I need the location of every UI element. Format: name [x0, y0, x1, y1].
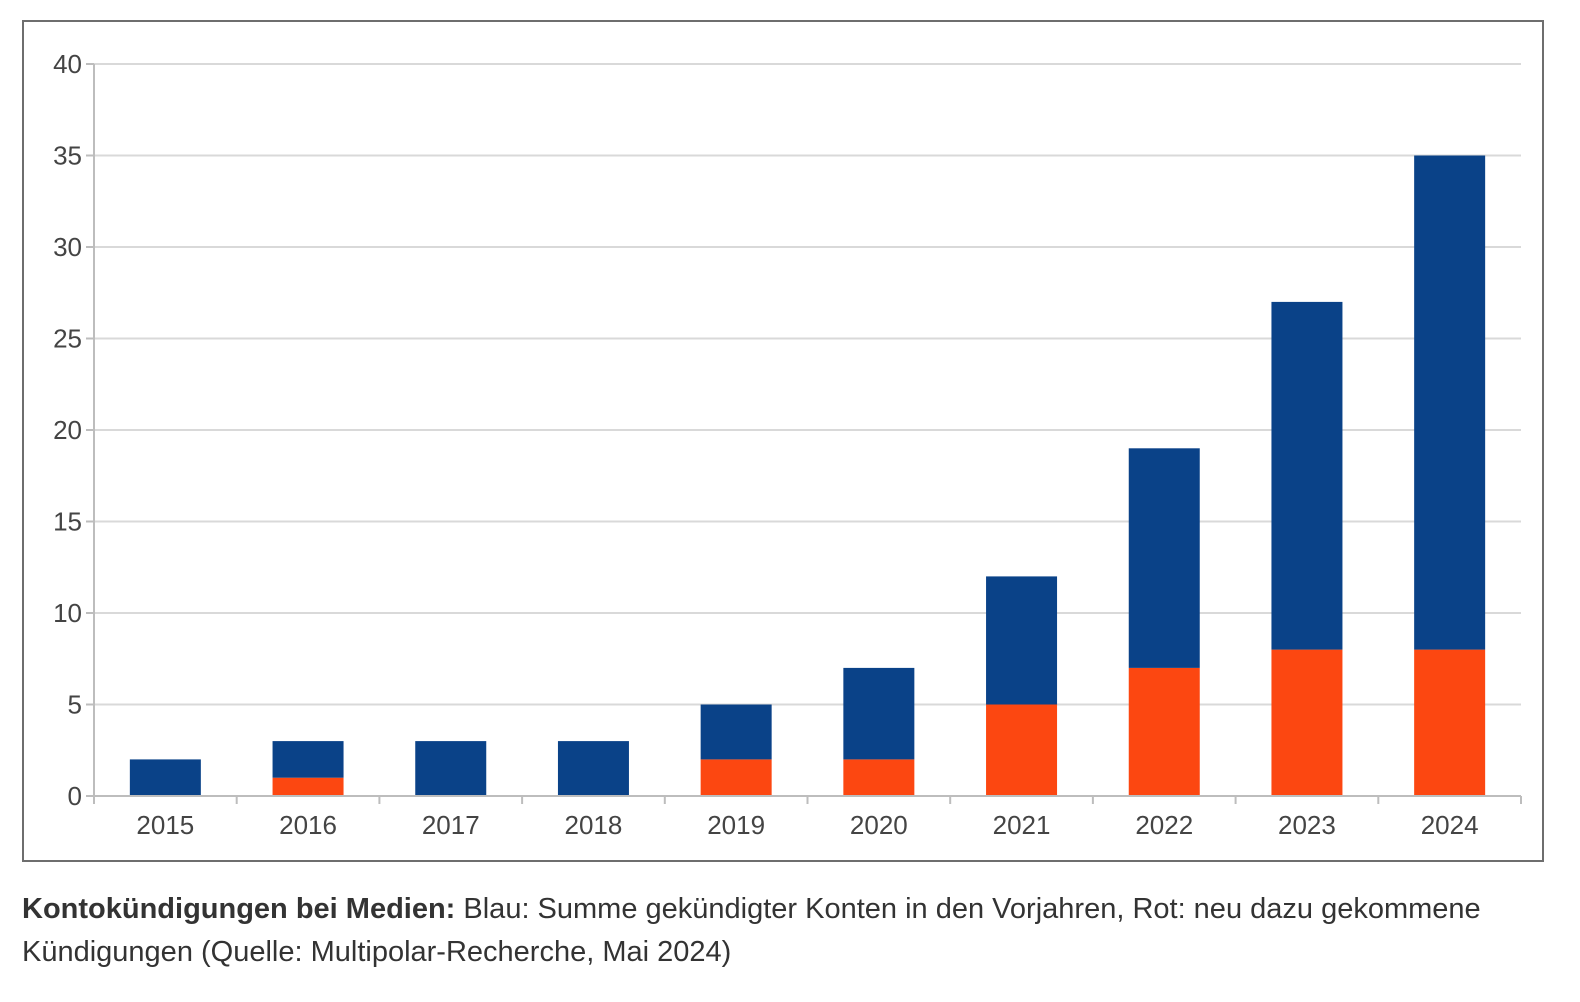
- x-tick-label: 2023: [1278, 810, 1336, 840]
- y-tick-label: 15: [53, 507, 82, 537]
- bar-summe_vorjahre-2024: [1414, 155, 1486, 650]
- y-tick-label: 5: [68, 690, 82, 720]
- bar-neu-2019: [700, 759, 772, 796]
- bar-neu-2023: [1271, 649, 1343, 796]
- x-tick-label: 2022: [1135, 810, 1193, 840]
- bar-summe_vorjahre-2015: [129, 759, 201, 796]
- x-tick-label: 2015: [136, 810, 194, 840]
- bar-summe_vorjahre-2022: [1128, 448, 1200, 668]
- grid-lines: [94, 63, 1521, 797]
- bar-summe_vorjahre-2018: [557, 741, 629, 796]
- bar-summe_vorjahre-2023: [1271, 301, 1343, 650]
- bar-neu-2016: [272, 777, 344, 796]
- bar-summe_vorjahre-2017: [415, 741, 487, 796]
- bar-summe_vorjahre-2021: [986, 576, 1058, 705]
- chart-frame: 0 5 10 15 20 25 30 35 40 2015 2016 2017 2018 2019 202…: [22, 20, 1544, 862]
- figure-caption: Kontokündigungen bei Medien: Blau: Summe…: [22, 888, 1552, 974]
- y-tick-label: 20: [53, 415, 82, 445]
- stacked-bar-chart: 0 5 10 15 20 25 30 35 40 2015 2016 2017 2018 2019 202…: [53, 49, 1522, 840]
- axes: [86, 63, 1522, 804]
- y-tick-label: 0: [68, 781, 82, 811]
- bar-summe_vorjahre-2016: [272, 741, 344, 778]
- y-tick-label: 10: [53, 598, 82, 628]
- x-tick-label: 2018: [565, 810, 623, 840]
- y-tick-label: 40: [53, 49, 82, 79]
- caption-text: Blau: Summe gekündigter Konten in den Vo…: [22, 893, 1481, 968]
- bar-summe_vorjahre-2020: [843, 667, 915, 760]
- x-tick-labels: 2015 2016 2017 2018 2019 2020 2021 2022 2023 2024: [136, 810, 1478, 840]
- y-tick-label: 30: [53, 232, 82, 262]
- caption-lead: Kontokündigungen bei Medien:: [22, 893, 456, 925]
- bar-neu-2024: [1414, 649, 1486, 796]
- bar-summe_vorjahre-2019: [700, 704, 772, 760]
- bar-neu-2021: [986, 704, 1058, 796]
- bars: [129, 155, 1486, 796]
- x-tick-label: 2021: [993, 810, 1051, 840]
- x-tick-label: 2019: [707, 810, 765, 840]
- y-tick-label: 35: [53, 141, 82, 171]
- x-tick-label: 2024: [1421, 810, 1479, 840]
- x-tick-label: 2016: [279, 810, 337, 840]
- x-tick-label: 2017: [422, 810, 480, 840]
- y-tick-labels: 0 5 10 15 20 25 30 35 40: [53, 49, 82, 811]
- x-tick-label: 2020: [850, 810, 908, 840]
- bar-neu-2020: [843, 759, 915, 796]
- y-tick-label: 25: [53, 324, 82, 354]
- bar-neu-2022: [1128, 667, 1200, 796]
